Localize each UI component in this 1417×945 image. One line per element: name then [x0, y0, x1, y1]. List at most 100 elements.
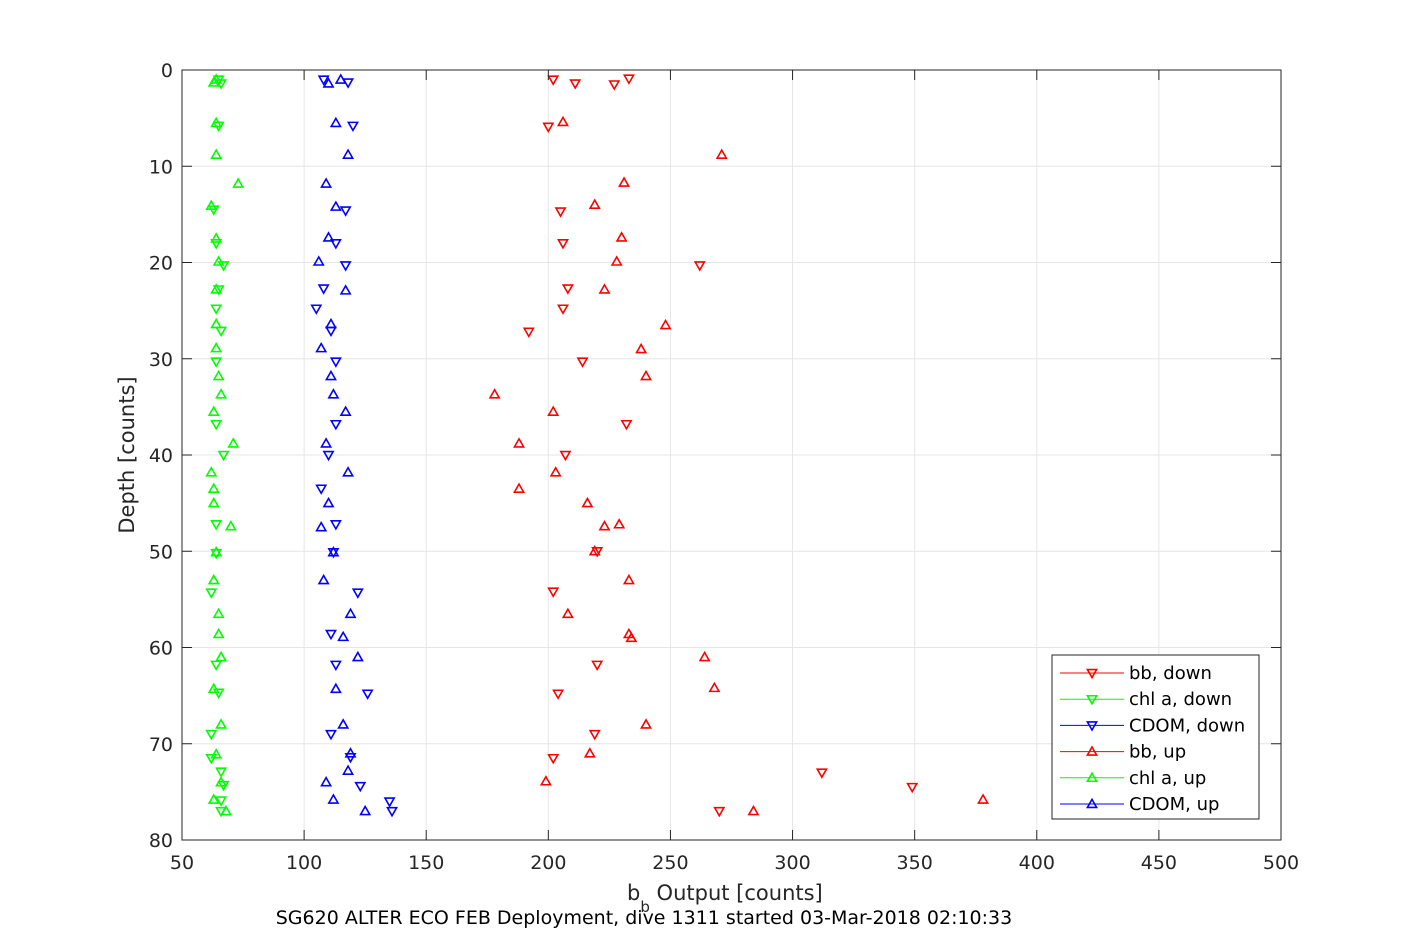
data-point: [635, 342, 648, 354]
data-point: [608, 80, 621, 91]
data-point: [210, 520, 223, 531]
legend-item: chl a, down: [1060, 689, 1232, 710]
legend: bb, down chl a, down CDOM, down bb, up chl a…: [1051, 654, 1260, 820]
data-point: [205, 753, 218, 765]
data-point: [329, 520, 342, 531]
data-point: [659, 318, 672, 330]
data-point: [329, 239, 342, 250]
data-point: [344, 607, 357, 619]
data-point: [212, 285, 225, 296]
data-point: [386, 806, 399, 818]
data-point: [315, 341, 328, 353]
data-point: [210, 419, 223, 431]
y-axis-label: Depth [counts]: [115, 376, 139, 533]
data-point: [315, 484, 328, 495]
x-axis-label-rest: Output [counts]: [650, 881, 823, 905]
data-point: [205, 199, 218, 210]
data-point: [549, 466, 562, 477]
data-point: [324, 629, 337, 641]
legend-item: CDOM, up: [1060, 794, 1219, 815]
data-point: [552, 689, 565, 700]
data-point: [312, 255, 325, 266]
data-point: [581, 496, 594, 508]
data-point: [342, 764, 355, 775]
data-point: [339, 284, 352, 295]
data-point: [583, 747, 596, 758]
data-point: [212, 688, 225, 699]
data-point: [557, 239, 569, 250]
data-point: [547, 405, 560, 416]
data-point: [337, 718, 350, 729]
y-tick-label: 20: [149, 253, 173, 275]
data-point: [547, 587, 560, 598]
data-point: [559, 450, 572, 462]
legend-item: chl a, up: [1060, 768, 1206, 789]
data-point: [359, 804, 372, 816]
x-tick-label: 50: [170, 852, 194, 874]
data-point: [212, 255, 225, 266]
data-point: [210, 748, 223, 759]
legend-label: chl a, up: [1129, 768, 1206, 789]
data-point: [205, 729, 218, 741]
data-point: [210, 357, 223, 368]
x-tick-label: 450: [1141, 852, 1177, 874]
data-point: [344, 747, 357, 758]
data-point: [588, 545, 601, 556]
data-point: [219, 804, 232, 816]
data-point: [217, 261, 230, 272]
data-point: [207, 573, 220, 585]
data-point: [715, 148, 728, 159]
data-point: [320, 437, 333, 448]
data-point: [210, 341, 223, 353]
legend-label: CDOM, down: [1129, 715, 1245, 736]
legend-label: bb, down: [1129, 663, 1212, 684]
legend-item: CDOM, down: [1060, 715, 1245, 736]
data-point: [207, 482, 220, 493]
data-point: [557, 304, 569, 315]
x-tick-label: 500: [1263, 852, 1299, 874]
data-point: [207, 793, 220, 804]
y-tick-label: 0: [161, 60, 173, 82]
data-point: [210, 116, 223, 128]
data-point: [324, 317, 337, 329]
data-point: [310, 304, 323, 315]
x-tick-label: 400: [1019, 852, 1055, 874]
data-point: [210, 232, 223, 243]
data-point: [329, 116, 342, 128]
x-tick-label: 100: [286, 852, 322, 874]
y-tick-label: 50: [149, 541, 173, 563]
data-point: [698, 650, 711, 662]
data-point: [232, 177, 245, 188]
legend-marker: [1086, 694, 1098, 706]
data-point: [207, 496, 220, 508]
data-point: [354, 781, 367, 793]
x-axis-label-main: b: [627, 881, 640, 905]
data-point: [588, 729, 601, 741]
data-point: [547, 75, 560, 86]
data-point: [327, 793, 340, 804]
data-point: [215, 388, 228, 399]
data-point: [513, 437, 526, 448]
legend-label: bb, up: [1129, 742, 1186, 763]
y-tick-label: 60: [149, 638, 173, 660]
data-point: [207, 405, 220, 416]
data-point: [561, 284, 574, 295]
data-point: [317, 284, 330, 295]
data-markers: [205, 73, 990, 818]
data-point: [217, 450, 230, 462]
data-point: [215, 650, 228, 662]
data-point: [557, 115, 569, 127]
data-point: [210, 148, 223, 159]
data-point: [327, 546, 340, 557]
y-tick-label: 80: [149, 830, 173, 852]
data-point: [598, 283, 611, 294]
y-tick-label: 30: [149, 349, 173, 371]
x-tick-label: 250: [652, 852, 688, 874]
data-point: [322, 496, 335, 508]
legend-label: chl a, down: [1129, 689, 1232, 710]
data-point: [747, 804, 760, 816]
data-point: [542, 122, 555, 133]
legend-box: [1051, 654, 1260, 820]
legend-label: CDOM, up: [1129, 794, 1219, 815]
data-point: [815, 768, 828, 779]
